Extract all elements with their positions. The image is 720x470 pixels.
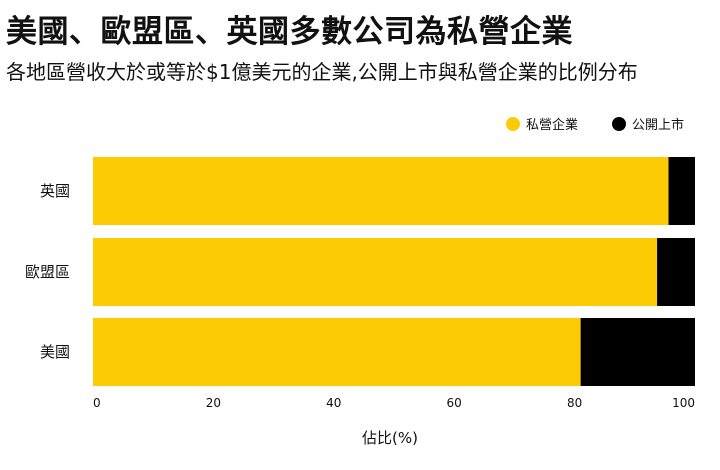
legend: 私營企業 公開上市 <box>506 117 684 133</box>
bar-1-2 <box>580 318 695 386</box>
x-tick-label-2: 40 <box>326 396 341 410</box>
bar-1-0 <box>668 157 695 225</box>
legend-label-0: 私營企業 <box>526 117 578 133</box>
legend-label-1: 公開上市 <box>632 117 684 133</box>
category-label-1: 歐盟區 <box>25 263 70 281</box>
bar-0-0 <box>93 157 669 225</box>
legend-swatch-1 <box>612 117 626 131</box>
x-tick-label-0: 0 <box>93 396 101 410</box>
chart-subtitle: 各地區營收大於或等於$1億美元的企業,公開上市與私營企業的比例分布 <box>6 60 638 84</box>
category-label-2: 美國 <box>40 343 70 361</box>
bar-1-1 <box>657 238 695 306</box>
category-label-0: 英國 <box>40 182 70 200</box>
x-tick-label-5: 100 <box>672 396 695 410</box>
legend-swatch-0 <box>506 117 520 131</box>
x-axis-ticks: 0 20 40 60 80 100 <box>93 396 695 410</box>
x-tick-label-4: 80 <box>567 396 582 410</box>
chart-title: 美國、歐盟區、英國多數公司為私營企業 <box>6 14 573 50</box>
x-tick-label-1: 20 <box>206 396 221 410</box>
bars <box>93 157 695 386</box>
bar-0-2 <box>93 318 581 386</box>
x-axis-title: 佔比(%) <box>362 429 418 447</box>
x-tick-label-3: 60 <box>447 396 462 410</box>
bar-0-1 <box>93 238 658 306</box>
